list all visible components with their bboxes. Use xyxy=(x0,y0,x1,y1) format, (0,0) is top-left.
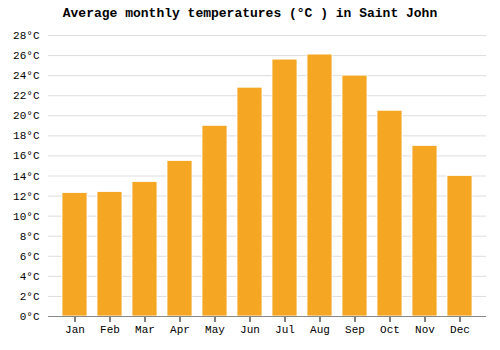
svg-text:4°C: 4°C xyxy=(20,271,40,283)
svg-text:Jun: Jun xyxy=(240,324,260,336)
svg-text:Mar: Mar xyxy=(135,324,155,336)
svg-text:Sep: Sep xyxy=(345,324,365,336)
html-text:Average monthly temperatures (: Average monthly temperatures (°C ) in Sa… xyxy=(62,6,438,21)
svg-text:2°C: 2°C xyxy=(20,291,40,303)
svg-text:18°C: 18°C xyxy=(13,130,40,142)
svg-text:Feb: Feb xyxy=(100,324,120,336)
svg-text:Aug: Aug xyxy=(310,324,330,336)
svg-text:24°C: 24°C xyxy=(13,70,40,82)
svg-text:Apr: Apr xyxy=(170,324,190,336)
svg-text:8°C: 8°C xyxy=(20,231,40,243)
svg-text:12°C: 12°C xyxy=(13,191,40,203)
svg-text:22°C: 22°C xyxy=(13,90,40,102)
svg-text:14°C: 14°C xyxy=(13,171,40,183)
svg-text:Jul: Jul xyxy=(275,324,295,336)
svg-text:26°C: 26°C xyxy=(13,50,40,62)
svg-text:May: May xyxy=(205,324,225,336)
svg-text:Nov: Nov xyxy=(415,324,435,336)
svg-text:0°C: 0°C xyxy=(20,311,40,323)
svg-text:28°C: 28°C xyxy=(13,30,40,42)
svg-text:10°C: 10°C xyxy=(13,211,40,223)
svg-text:20°C: 20°C xyxy=(13,110,40,122)
svg-text:6°C: 6°C xyxy=(20,251,40,263)
svg-text:Oct: Oct xyxy=(380,324,400,336)
svg-text:Dec: Dec xyxy=(450,324,470,336)
svg-text:Jan: Jan xyxy=(65,324,85,336)
svg-text:16°C: 16°C xyxy=(13,150,40,162)
